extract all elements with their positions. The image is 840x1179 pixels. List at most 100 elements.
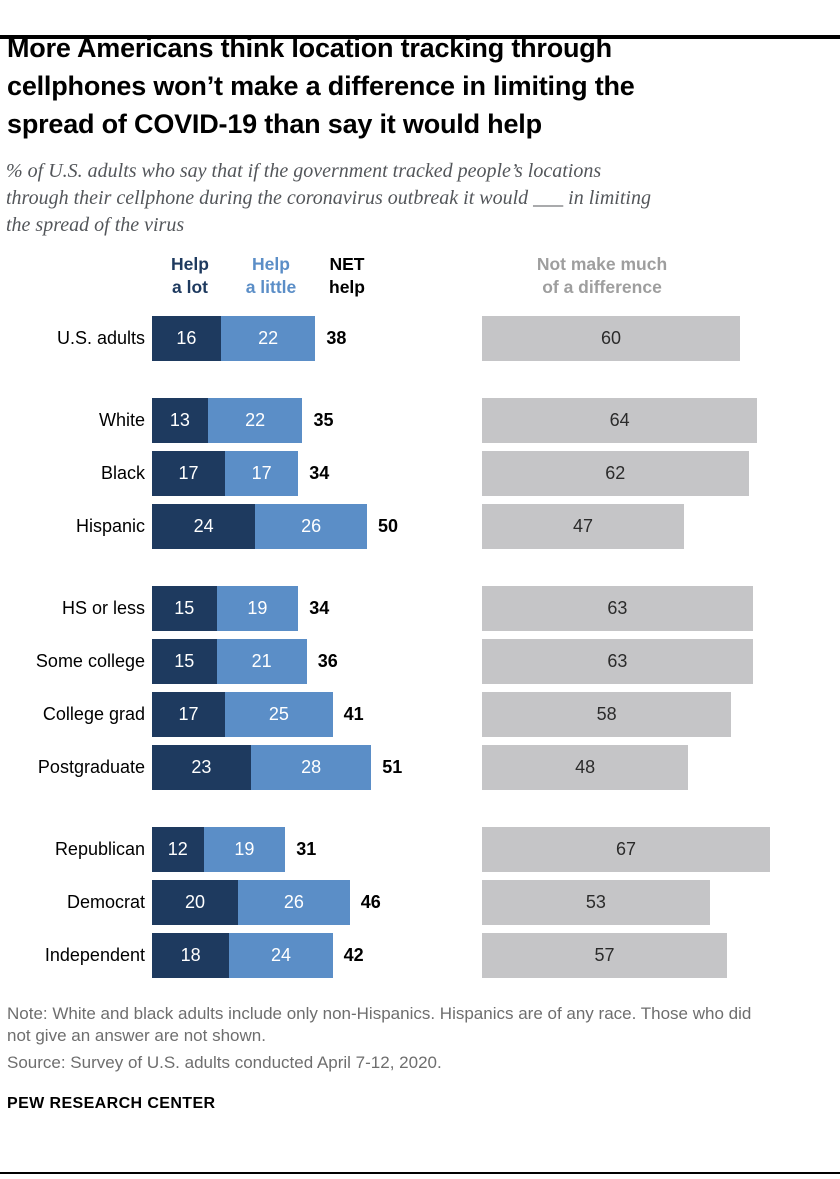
bar-value: 15 [174,598,195,618]
chart-subtitle: % of U.S. adults who say that if the gov… [6,160,651,236]
bar-segment-help-a-lot: 24 [152,504,256,549]
row-label: White [98,410,145,430]
bar-segment-help-a-little: 19 [203,827,286,872]
bar-value: 18 [180,945,201,965]
net-value: 41 [343,704,364,724]
bar-no-difference: 64 [482,398,758,443]
bar-value: 28 [301,757,322,777]
row-label: College grad [42,704,145,724]
row-label: Democrat [66,892,145,912]
chart-row: Independent 18 24 42 57 [0,933,840,978]
net-value: 34 [309,463,330,483]
column-header-help-a-little: Help a little [245,254,297,297]
column-header-net-help: NET help [329,254,365,297]
stacked-bar: 17 25 41 [152,692,364,737]
bar-value: 57 [594,945,615,965]
bar-segment-help-a-little: 26 [238,880,350,925]
bar-segment-help-a-lot: 16 [152,316,221,361]
column-header-help-a-lot: Help a lot [171,254,209,297]
net-value: 42 [343,945,364,965]
stacked-bar: 12 19 31 [152,827,316,872]
stacked-bar: 15 21 36 [152,639,338,684]
bar-segment-help-a-lot: 17 [152,451,226,496]
bar-no-difference: 53 [482,880,710,925]
bar-value: 53 [585,892,606,912]
bar-value: 13 [169,410,190,430]
bar-segment-help-a-lot: 13 [152,398,208,443]
chart-row: Democrat 20 26 46 53 [0,880,840,925]
bar-no-difference: 67 [482,827,771,872]
bar-value: 21 [251,651,272,671]
net-value: 31 [296,839,317,859]
net-value: 36 [317,651,338,671]
bar-segment-help-a-little: 21 [216,639,307,684]
column-headers: Help a lot Help a little NET help Not ma… [0,253,840,305]
bar-value: 62 [605,463,626,483]
row-label: Hispanic [75,516,145,536]
bar-value: 26 [301,516,322,536]
chart-row: Hispanic 24 26 50 47 [0,504,840,549]
bar-segment-help-a-little: 26 [255,504,367,549]
bar-value: 23 [191,757,212,777]
bar-value: 19 [234,839,255,859]
bottom-rule [0,1172,840,1174]
bar-no-difference: 63 [482,586,753,631]
note-text: Note: White and black adults include onl… [7,1004,752,1045]
bar-segment-help-a-lot: 20 [152,880,238,925]
stacked-bar: 24 26 50 [152,504,398,549]
bar-segment-help-a-little: 19 [216,586,299,631]
stacked-bar: 20 26 46 [152,880,381,925]
bar-value: 15 [174,651,195,671]
chart-row: Black 17 17 34 62 [0,451,840,496]
row-label: Republican [54,839,145,859]
bar-no-difference: 57 [482,933,728,978]
bar-value: 48 [575,757,596,777]
chart-row: Some college 15 21 36 63 [0,639,840,684]
row-label: HS or less [61,598,145,618]
bar-segment-help-a-little: 28 [250,745,372,790]
net-value: 51 [382,757,403,777]
bar-no-difference: 48 [482,745,689,790]
bar-no-difference: 63 [482,639,753,684]
stacked-bar: 13 22 35 [152,398,334,443]
bar-segment-help-a-lot: 18 [152,933,230,978]
net-value: 38 [326,328,347,348]
bar-value: 22 [258,328,279,348]
bar-value: 22 [245,410,266,430]
bar-segment-help-a-lot: 15 [152,639,217,684]
bar-value: 64 [609,410,630,430]
net-value: 35 [313,410,334,430]
bar-segment-help-a-little: 22 [220,316,316,361]
bar-value: 63 [607,651,628,671]
top-rule [0,35,840,39]
stacked-bar: 17 17 34 [152,451,329,496]
bar-value: 16 [176,328,197,348]
net-value: 46 [360,892,381,912]
row-label: Some college [35,651,145,671]
chart-row: White 13 22 35 64 [0,398,840,443]
bar-no-difference: 62 [482,451,749,496]
net-value: 50 [377,516,399,536]
chart-area: Help a lot Help a little NET help Not ma… [0,253,840,978]
page-title: More Americans think location tracking t… [7,33,635,139]
stacked-bar: 18 24 42 [152,933,364,978]
bar-value: 26 [283,892,304,912]
bar-segment-help-a-lot: 12 [152,827,204,872]
bar-value: 47 [573,516,594,536]
bar-value: 25 [268,704,289,724]
bar-value: 19 [247,598,268,618]
chart-row: U.S. adults 16 22 38 60 [0,316,840,361]
bar-no-difference: 58 [482,692,732,737]
bar-segment-help-a-little: 22 [207,398,303,443]
brand-name: PEW RESEARCH CENTER [7,1095,216,1112]
bar-segment-help-a-little: 24 [229,933,333,978]
chart-row: College grad 17 25 41 58 [0,692,840,737]
stacked-bar: 15 19 34 [152,586,329,631]
bar-value: 67 [616,839,637,859]
bar-segment-help-a-lot: 15 [152,586,217,631]
footer: Note: White and black adults include onl… [7,1003,830,1115]
stacked-bar: 16 22 38 [152,316,346,361]
bar-value: 24 [193,516,214,536]
row-label: Postgraduate [37,757,145,777]
bar-value: 58 [596,704,617,724]
